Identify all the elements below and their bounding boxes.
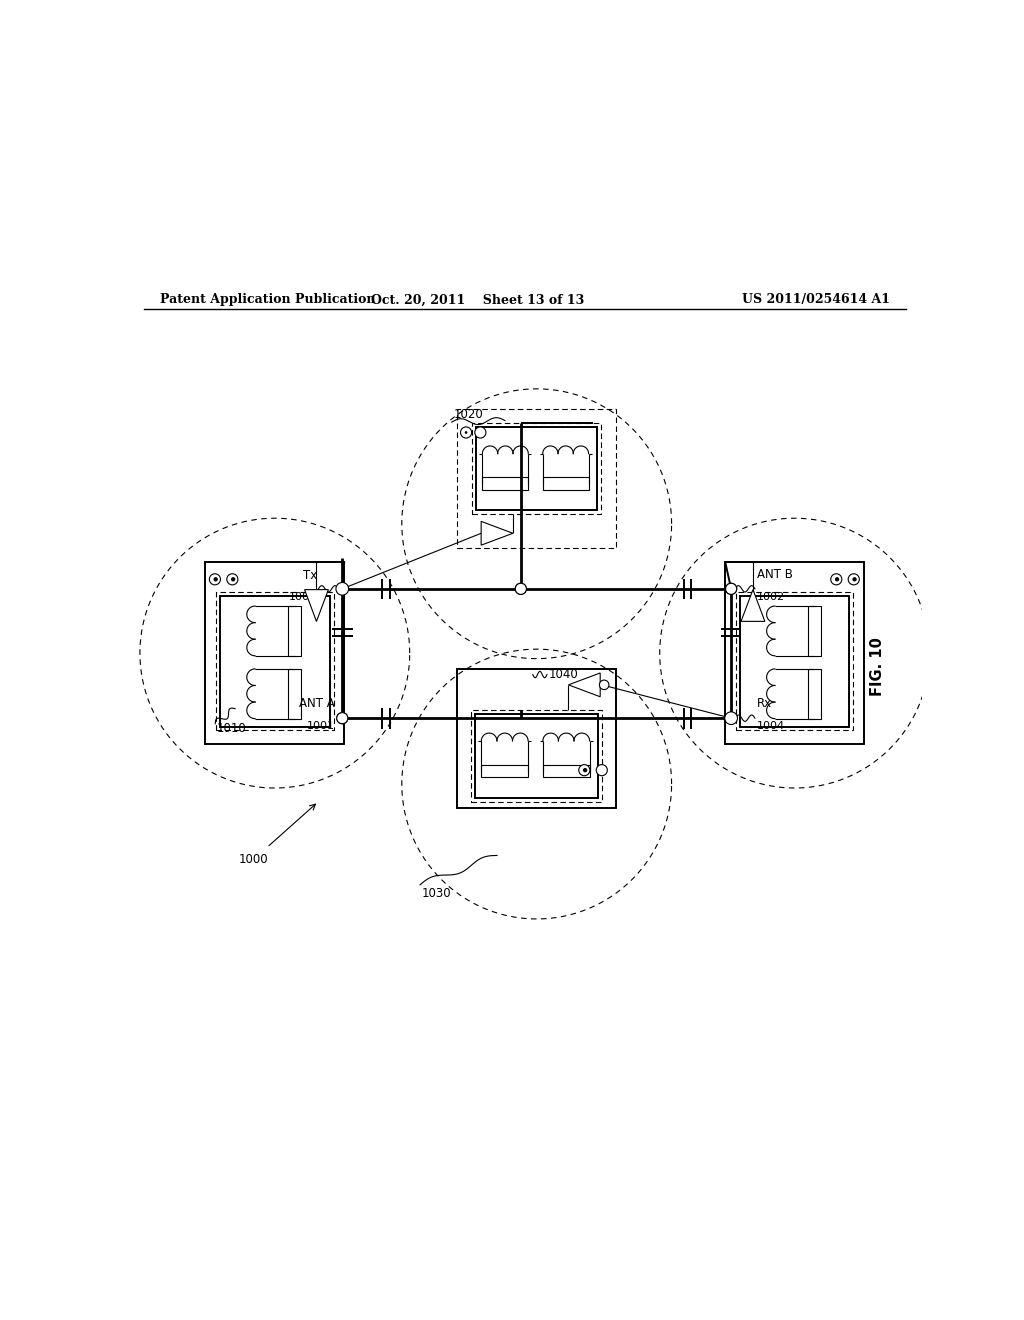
- Circle shape: [726, 713, 736, 723]
- Text: US 2011/0254614 A1: US 2011/0254614 A1: [741, 293, 890, 306]
- Bar: [288, 606, 301, 656]
- Circle shape: [226, 574, 238, 585]
- Text: 1020: 1020: [454, 408, 483, 421]
- Text: 1010: 1010: [217, 722, 247, 735]
- Text: ANT B: ANT B: [757, 568, 793, 581]
- Bar: [475, 714, 598, 797]
- Bar: [808, 606, 820, 656]
- Circle shape: [726, 583, 736, 594]
- Circle shape: [475, 426, 486, 438]
- Polygon shape: [568, 673, 600, 697]
- Polygon shape: [304, 590, 329, 622]
- Bar: [216, 591, 334, 730]
- Text: 1040: 1040: [549, 668, 579, 681]
- Circle shape: [515, 583, 526, 594]
- Circle shape: [848, 574, 859, 585]
- Circle shape: [726, 583, 736, 594]
- Bar: [543, 764, 590, 777]
- Text: 1004: 1004: [757, 721, 784, 731]
- Bar: [476, 426, 597, 511]
- Text: 1003: 1003: [289, 591, 316, 602]
- Circle shape: [209, 574, 220, 585]
- Text: 1030: 1030: [422, 887, 452, 900]
- Bar: [458, 669, 616, 808]
- Circle shape: [214, 578, 217, 581]
- Circle shape: [579, 764, 590, 776]
- Text: Tx: Tx: [303, 569, 316, 582]
- Bar: [736, 591, 853, 730]
- Polygon shape: [481, 521, 513, 545]
- Circle shape: [584, 768, 587, 772]
- Circle shape: [725, 711, 737, 725]
- Circle shape: [337, 583, 348, 594]
- Bar: [288, 669, 301, 718]
- Circle shape: [515, 583, 526, 594]
- Polygon shape: [741, 590, 765, 622]
- Circle shape: [465, 432, 467, 433]
- Circle shape: [836, 578, 839, 581]
- Circle shape: [830, 574, 842, 585]
- Circle shape: [231, 578, 234, 581]
- Bar: [220, 595, 330, 726]
- Circle shape: [853, 578, 856, 581]
- Bar: [206, 562, 344, 744]
- Circle shape: [599, 680, 609, 689]
- Text: 1000: 1000: [240, 853, 268, 866]
- Circle shape: [461, 426, 472, 438]
- Bar: [543, 478, 589, 490]
- Bar: [472, 422, 601, 515]
- Text: FIG. 10: FIG. 10: [870, 638, 886, 696]
- Text: Rx: Rx: [757, 697, 772, 710]
- Circle shape: [596, 764, 607, 776]
- Text: 1001: 1001: [306, 721, 334, 731]
- Bar: [471, 710, 602, 801]
- Bar: [725, 562, 864, 744]
- Bar: [482, 478, 528, 490]
- Bar: [808, 669, 820, 718]
- Bar: [481, 764, 528, 777]
- Circle shape: [337, 713, 348, 723]
- Bar: [740, 595, 849, 726]
- Text: Patent Application Publication: Patent Application Publication: [160, 293, 375, 306]
- Bar: [458, 409, 616, 548]
- Circle shape: [337, 713, 348, 723]
- Circle shape: [336, 582, 348, 595]
- Text: 1002: 1002: [757, 591, 784, 602]
- Text: Oct. 20, 2011    Sheet 13 of 13: Oct. 20, 2011 Sheet 13 of 13: [371, 293, 584, 306]
- Text: ANT A: ANT A: [299, 697, 334, 710]
